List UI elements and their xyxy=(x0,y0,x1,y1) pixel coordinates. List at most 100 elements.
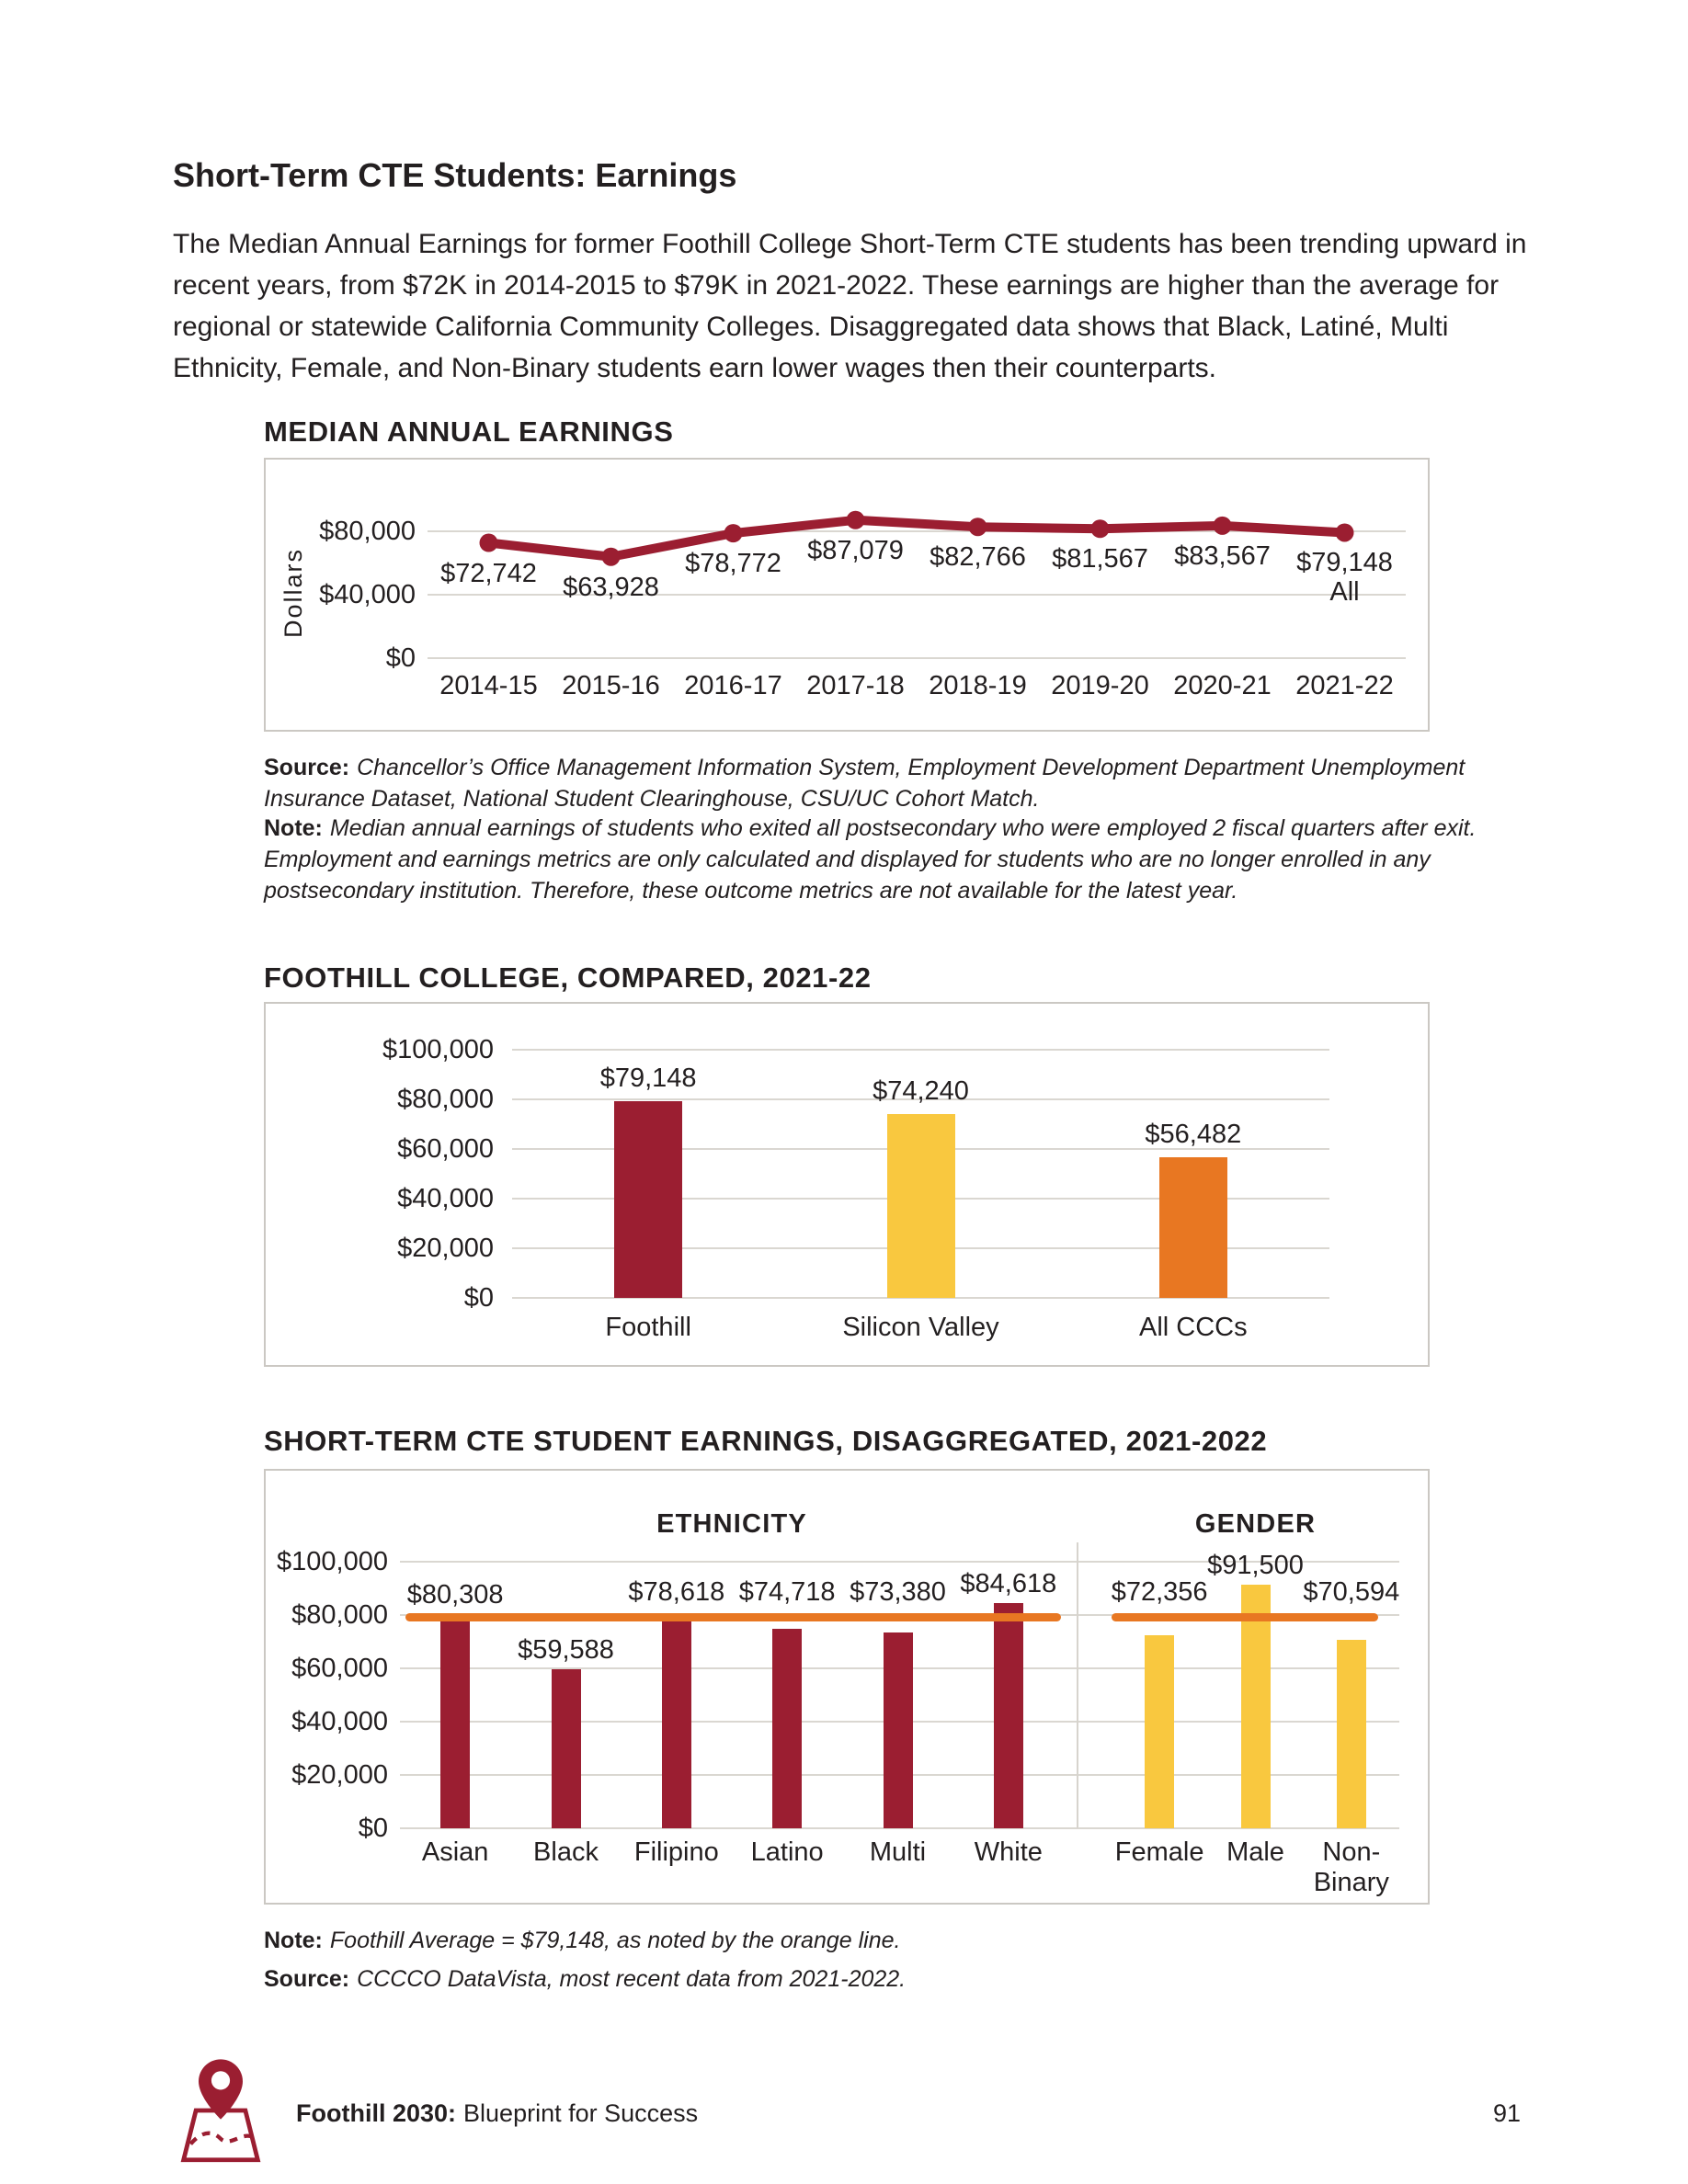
bar-value-label: $74,718 xyxy=(738,1577,836,1608)
value-label: $83,567 xyxy=(1174,540,1271,571)
y-tick-label: $0 xyxy=(385,643,416,673)
x-tick-label: Foothill xyxy=(605,1313,691,1342)
value-label: $81,567 xyxy=(1052,544,1148,574)
chart1-note: Note: Median annual earnings of students … xyxy=(264,813,1514,906)
data-point xyxy=(1213,516,1232,535)
x-tick-label: Asian xyxy=(421,1837,489,1867)
x-tick-label: Filipino xyxy=(633,1837,719,1867)
bar-value-label: $72,356 xyxy=(1111,1577,1208,1608)
x-tick-label: 2019-20 xyxy=(1051,671,1149,700)
source-label: Source: xyxy=(264,1966,350,1992)
y-tick-label: $80,000 xyxy=(397,1085,494,1114)
bar xyxy=(1158,1157,1227,1298)
disaggregated-heading: SHORT-TERM CTE STUDENT EARNINGS, DISAGGR… xyxy=(264,1425,1268,1457)
y-tick-label: $40,000 xyxy=(291,1707,388,1736)
value-label: $82,766 xyxy=(930,542,1026,573)
value-label: $72,742 xyxy=(440,558,537,588)
x-tick-label: 2015-16 xyxy=(562,671,660,700)
y-tick-label: $100,000 xyxy=(382,1035,494,1064)
gridline xyxy=(512,1297,1329,1299)
data-point xyxy=(1335,523,1354,542)
value-label: $78,772 xyxy=(685,549,781,579)
all-colleges-label: All xyxy=(1329,577,1360,608)
gridline xyxy=(428,530,1406,532)
gridline xyxy=(400,1561,1399,1563)
panel-header: ETHNICITY xyxy=(656,1509,807,1539)
bar-value-label: $70,594 xyxy=(1303,1577,1400,1608)
bar xyxy=(440,1614,471,1828)
line-series xyxy=(484,515,1350,562)
y-tick-label: $80,000 xyxy=(291,1600,388,1630)
gridline xyxy=(512,1098,1329,1100)
bar xyxy=(883,1632,913,1828)
y-tick-label: $40,000 xyxy=(397,1184,494,1213)
y-tick-label: $20,000 xyxy=(291,1760,388,1790)
source-label: Source: xyxy=(264,755,350,780)
note-text: Median annual earnings of students who e… xyxy=(264,815,1477,904)
disaggregated-bar-chart: $0 $20,000 $40,000 $60,000 $80,000 $100,000 ET… xyxy=(264,1469,1430,1905)
data-point xyxy=(968,518,987,537)
y-tick-label: $20,000 xyxy=(397,1234,494,1263)
x-tick-label: 2021-22 xyxy=(1295,671,1394,700)
gridline xyxy=(512,1049,1329,1051)
y-tick-label: $60,000 xyxy=(291,1654,388,1683)
gridline xyxy=(400,1827,1399,1829)
x-tick-label: 2017-18 xyxy=(806,671,905,700)
median-earnings-heading: MEDIAN ANNUAL EARNINGS xyxy=(264,415,674,448)
map-pin-icon xyxy=(180,2059,261,2163)
bar-value-label: $84,618 xyxy=(960,1568,1057,1598)
bar xyxy=(886,1113,955,1298)
bar xyxy=(1336,1640,1366,1828)
chart3-source-note: Source: CCCCO DataVista, most recent data… xyxy=(264,1963,1514,1995)
bar-value-label: $56,482 xyxy=(1145,1120,1242,1150)
bar xyxy=(661,1619,691,1828)
y-tick-label: $40,000 xyxy=(319,580,416,609)
x-tick-label: Black xyxy=(533,1837,599,1867)
bar xyxy=(993,1602,1023,1828)
bar-value-label: $91,500 xyxy=(1207,1550,1304,1580)
y-tick-label: $0 xyxy=(358,1814,388,1843)
value-label: $87,079 xyxy=(807,535,904,565)
x-tick-label: 2016-17 xyxy=(684,671,782,700)
gridline xyxy=(428,594,1406,596)
source-text: CCCCO DataVista, most recent data from 2… xyxy=(357,1966,907,1992)
bar-value-label: $80,308 xyxy=(406,1580,504,1610)
source-text: Chancellor’s Office Management Informati… xyxy=(264,755,1466,812)
x-tick-label: 2014-15 xyxy=(439,671,538,700)
college-compared-heading: FOOTHILL COLLEGE, COMPARED, 2021-22 xyxy=(264,961,872,994)
average-line xyxy=(1112,1612,1378,1621)
footer-brand-rest: Blueprint for Success xyxy=(463,2099,699,2127)
data-point xyxy=(1090,519,1110,539)
gridline xyxy=(428,657,1406,659)
median-earnings-line-chart: $0 $40,000 $80,000 $72,742 2014-15 $63,928 201… xyxy=(264,458,1430,732)
x-tick-label: White xyxy=(974,1837,1043,1867)
x-tick-label: Male xyxy=(1226,1837,1284,1867)
x-tick-label: Silicon Valley xyxy=(842,1313,999,1342)
chart1-source-note: Source: Chancellor’s Office Management In… xyxy=(264,752,1514,814)
y-tick-label: $80,000 xyxy=(319,517,416,546)
value-label: $63,928 xyxy=(563,572,659,602)
bar xyxy=(1240,1584,1271,1828)
note-label: Note: xyxy=(264,1928,323,1953)
bar xyxy=(772,1629,803,1828)
y-tick-label: $60,000 xyxy=(397,1134,494,1164)
data-point xyxy=(479,533,498,552)
bar xyxy=(1145,1635,1175,1828)
bar-value-label: $74,240 xyxy=(873,1075,969,1106)
note-label: Note: xyxy=(264,815,323,841)
average-line xyxy=(405,1612,1061,1621)
data-point xyxy=(846,510,865,529)
bar xyxy=(551,1669,581,1828)
data-point xyxy=(601,547,621,566)
panel-header: GENDER xyxy=(1194,1509,1317,1539)
panel-divider xyxy=(1077,1542,1078,1828)
page-title: Short-Term CTE Students: Earnings xyxy=(173,156,737,194)
bar-value-label: $59,588 xyxy=(518,1635,614,1666)
chart3-note: Note: Foothill Average = $79,148, as note… xyxy=(264,1925,1514,1956)
earnings-trend-line xyxy=(479,510,1354,566)
y-tick-label: $100,000 xyxy=(277,1547,388,1576)
x-tick-label: Female xyxy=(1114,1837,1204,1867)
bar xyxy=(614,1101,683,1298)
data-point xyxy=(724,524,743,543)
